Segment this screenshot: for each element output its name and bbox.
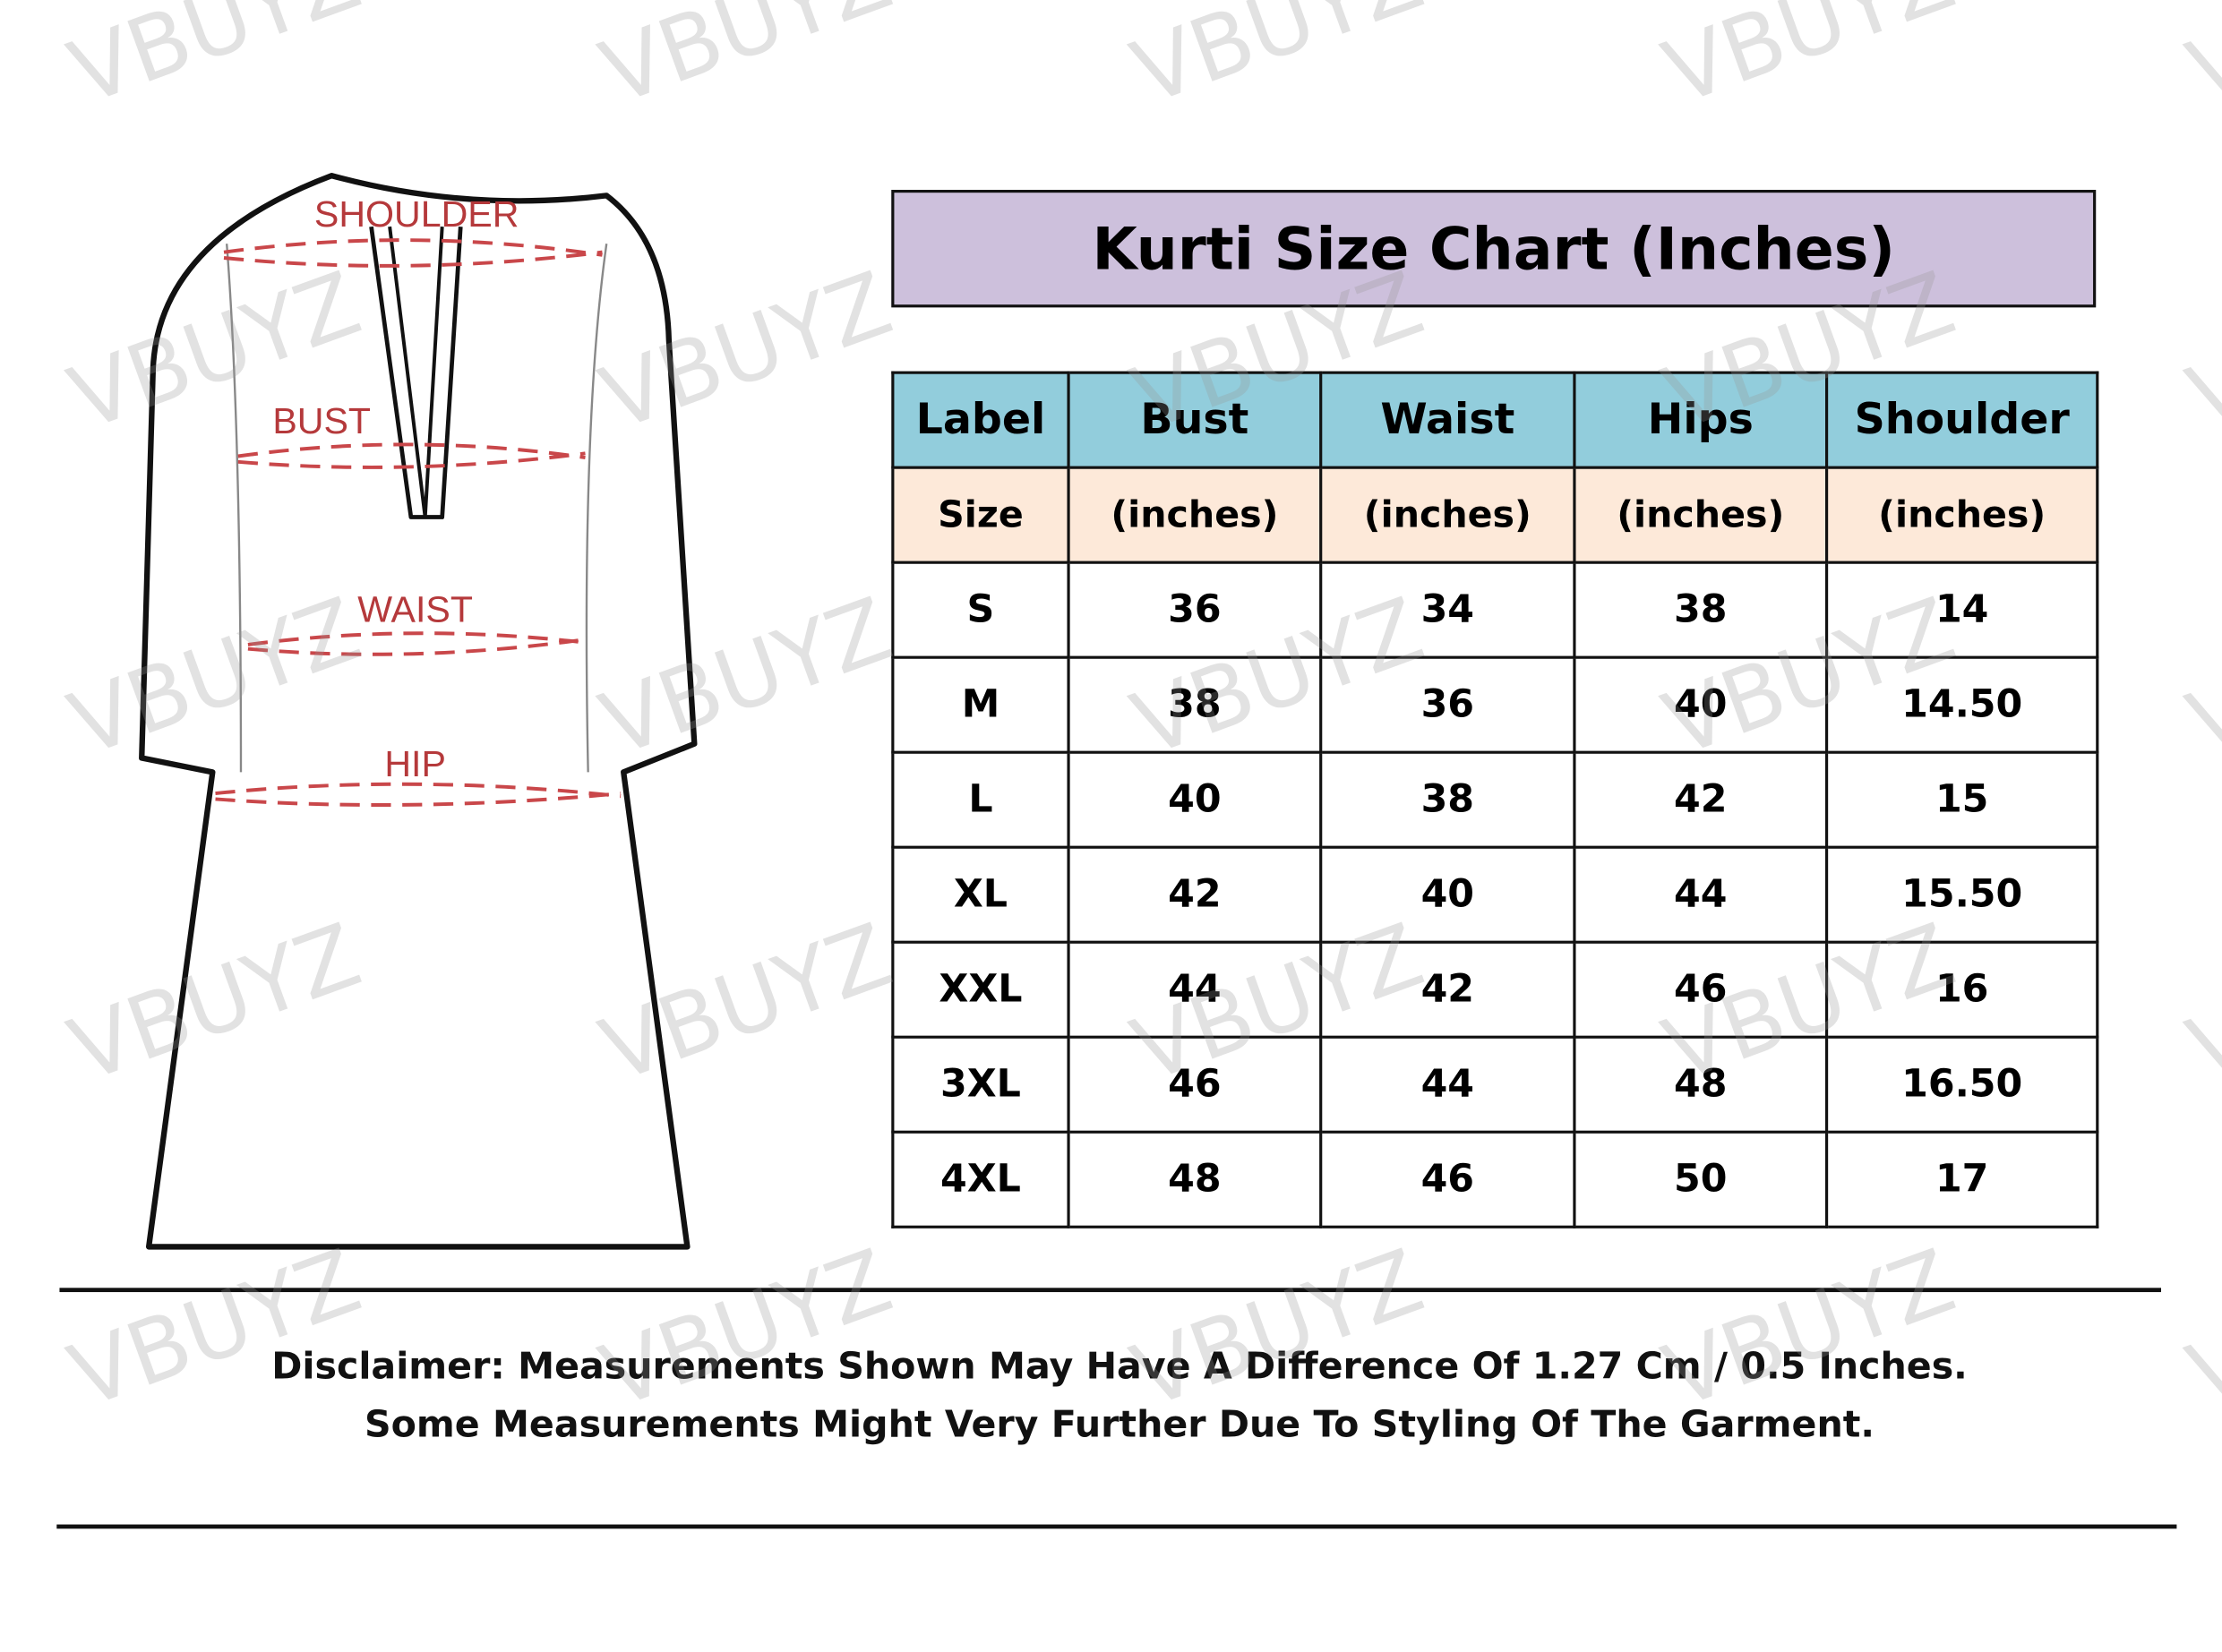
table-cell: 38 [1573, 561, 1829, 659]
table-cell: 17 [1825, 1130, 2099, 1228]
table-cell: 48 [1067, 1130, 1323, 1228]
table-cell: 42 [1319, 940, 1576, 1039]
table-cell: 48 [1573, 1035, 1829, 1134]
table-cell: 38 [1319, 750, 1576, 849]
table-cell: 46 [1573, 940, 1829, 1039]
table-cell: (inches) [1825, 466, 2099, 564]
waist-label: WAIST [357, 589, 473, 630]
disclaimer-line-2: Some Measurements Might Very Further Due… [364, 1404, 1875, 1447]
table-header-row: Label Bust Waist Hips Shoulder [891, 371, 2099, 469]
table-cell: (inches) [1067, 466, 1323, 564]
table-cell: 15 [1825, 750, 2099, 849]
size-table: Label Bust Waist Hips Shoulder Size (inches) (i… [891, 371, 2099, 1228]
table-cell: 16 [1825, 940, 2099, 1039]
divider-top [59, 1288, 2162, 1293]
table-cell: 50 [1573, 1130, 1829, 1228]
table-cell: 14.50 [1825, 655, 2099, 754]
table-cell: 46 [1319, 1130, 1576, 1228]
hip-label: HIP [384, 743, 446, 784]
table-cell: 16.50 [1825, 1035, 2099, 1134]
table-row: L 40 38 42 15 [891, 750, 2099, 849]
table-cell: Hips [1573, 371, 1829, 469]
table-cell: Size [891, 466, 1070, 564]
table-cell: 42 [1067, 845, 1323, 944]
table-cell: Shoulder [1825, 371, 2099, 469]
table-cell: 40 [1319, 845, 1576, 944]
table-cell: XL [891, 845, 1070, 944]
table-row: XXL 44 42 46 16 [891, 940, 2099, 1039]
table-cell: 40 [1067, 750, 1323, 849]
table-cell: Label [891, 371, 1070, 469]
table-cell: Bust [1067, 371, 1323, 469]
table-cell: XXL [891, 940, 1070, 1039]
table-row: 3XL 46 44 48 16.50 [891, 1035, 2099, 1134]
shoulder-label: SHOULDER [314, 193, 519, 235]
table-row: S 36 34 38 14 [891, 561, 2099, 659]
table-cell: L [891, 750, 1070, 849]
table-cell: 4XL [891, 1130, 1070, 1228]
disclaimer-line-1: Disclaimer: Measurements Shown May Have … [271, 1346, 1968, 1389]
table-cell: 3XL [891, 1035, 1070, 1134]
kurti-outline [139, 173, 698, 1250]
table-cell: 14 [1825, 561, 2099, 659]
bust-label: BUST [272, 400, 371, 441]
table-cell: 42 [1573, 750, 1829, 849]
table-cell: 36 [1067, 561, 1323, 659]
measure-lines [215, 238, 622, 807]
table-subheader-row: Size (inches) (inches) (inches) (inches) [891, 466, 2099, 564]
chart-title: Kurti Size Chart (Inches) [891, 190, 2097, 308]
table-cell: 44 [1573, 845, 1829, 944]
table-cell: 36 [1319, 655, 1576, 754]
divider-bottom [56, 1524, 2177, 1529]
armhole-lines [225, 243, 608, 773]
table-cell: (inches) [1319, 466, 1576, 564]
table-row: XL 42 40 44 15.50 [891, 845, 2099, 944]
table-cell: M [891, 655, 1070, 754]
table-cell: 38 [1067, 655, 1323, 754]
table-cell: 40 [1573, 655, 1829, 754]
table-cell: 44 [1319, 1035, 1576, 1134]
table-cell: 34 [1319, 561, 1576, 659]
table-cell: 15.50 [1825, 845, 2099, 944]
table-cell: 44 [1067, 940, 1323, 1039]
table-row: 4XL 48 46 50 17 [891, 1130, 2099, 1228]
table-row: M 38 36 40 14.50 [891, 655, 2099, 754]
table-cell: 46 [1067, 1035, 1323, 1134]
table-cell: Waist [1319, 371, 1576, 469]
table-cell: S [891, 561, 1070, 659]
table-cell: (inches) [1573, 466, 1829, 564]
